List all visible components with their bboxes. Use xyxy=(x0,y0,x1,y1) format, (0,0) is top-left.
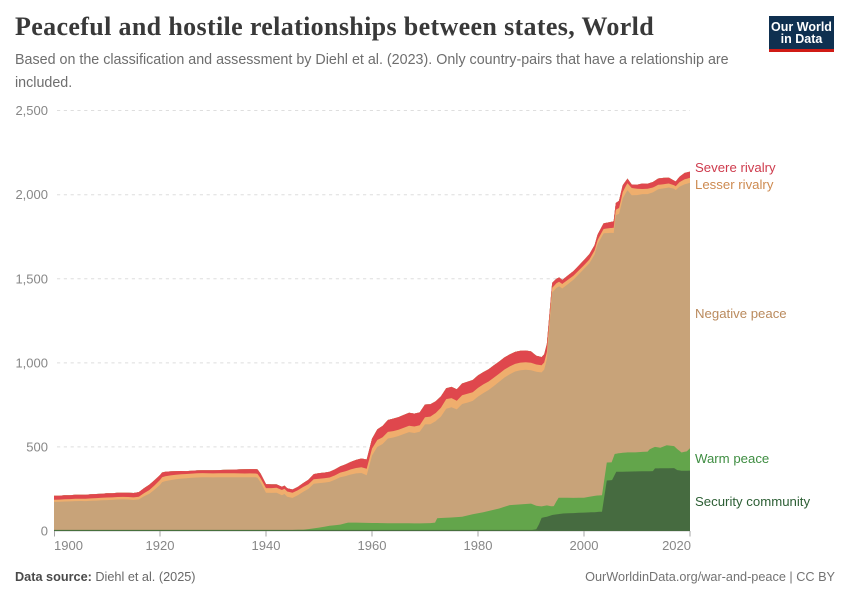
svg-text:1980: 1980 xyxy=(464,538,493,553)
svg-text:1,500: 1,500 xyxy=(15,271,48,286)
svg-text:2020: 2020 xyxy=(662,538,691,553)
svg-text:2000: 2000 xyxy=(570,538,599,553)
svg-text:1960: 1960 xyxy=(358,538,387,553)
svg-text:2,500: 2,500 xyxy=(15,103,48,118)
svg-text:500: 500 xyxy=(26,439,48,454)
svg-text:Security community: Security community xyxy=(695,494,810,509)
svg-text:Negative peace: Negative peace xyxy=(695,306,787,321)
svg-text:1920: 1920 xyxy=(146,538,175,553)
svg-text:1900: 1900 xyxy=(54,538,83,553)
svg-text:2,000: 2,000 xyxy=(15,187,48,202)
svg-text:0: 0 xyxy=(41,524,48,539)
svg-text:Warm peace: Warm peace xyxy=(695,451,769,466)
svg-text:1,000: 1,000 xyxy=(15,355,48,370)
svg-text:Severe rivalry: Severe rivalry xyxy=(695,160,776,175)
svg-text:1940: 1940 xyxy=(252,538,281,553)
svg-text:Lesser rivalry: Lesser rivalry xyxy=(695,177,774,192)
